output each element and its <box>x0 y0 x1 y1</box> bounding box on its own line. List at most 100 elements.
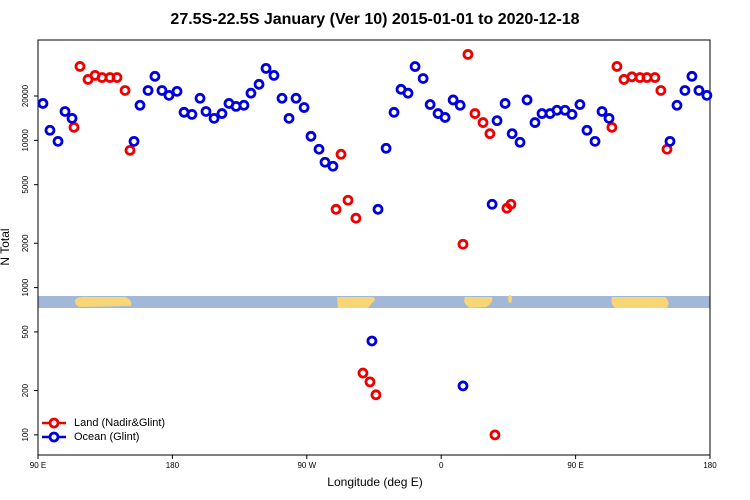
point <box>124 144 136 156</box>
point <box>111 72 123 83</box>
point <box>128 135 140 147</box>
legend-marker <box>48 431 60 443</box>
point <box>330 203 342 215</box>
y-tick-label: 200 <box>21 383 30 397</box>
x-tick-label: 90 E <box>567 461 583 470</box>
y-tick-label: 2000 <box>21 234 30 252</box>
legend-marker <box>48 417 60 429</box>
land-strip <box>337 297 375 308</box>
point <box>566 108 578 120</box>
point <box>200 106 212 117</box>
x-tick-label: 0 <box>439 461 444 470</box>
point <box>305 130 317 142</box>
point <box>370 389 382 401</box>
point <box>327 160 339 172</box>
point <box>693 85 705 96</box>
point <box>409 61 421 72</box>
point <box>506 128 518 140</box>
x-tick-label: 180 <box>166 461 180 470</box>
point <box>260 62 272 74</box>
point <box>603 112 615 124</box>
point <box>701 89 713 101</box>
point <box>268 69 280 81</box>
point <box>52 135 64 147</box>
chart-title: 27.5S-22.5S January (Ver 10) 2015-01-01 … <box>170 11 579 28</box>
point <box>469 108 481 119</box>
point <box>372 203 384 215</box>
point <box>486 198 498 210</box>
plot-frame <box>37 39 711 456</box>
point <box>44 124 56 136</box>
point <box>439 112 451 123</box>
point <box>611 61 623 72</box>
point <box>186 108 198 120</box>
point <box>589 135 601 147</box>
y-tick-label: 20000 <box>21 84 30 107</box>
land-strip <box>74 296 132 307</box>
point <box>119 85 131 96</box>
x-axis-label: Longitude (deg E) <box>327 475 422 489</box>
point <box>424 99 436 110</box>
y-tick-label: 1000 <box>21 278 30 296</box>
point <box>357 367 369 379</box>
point <box>366 335 378 347</box>
point <box>454 99 466 111</box>
point <box>489 429 501 441</box>
point <box>66 112 78 124</box>
point <box>37 98 49 109</box>
x-tick-label: 90 E <box>30 461 46 470</box>
point <box>59 106 71 117</box>
point <box>457 238 469 250</box>
point <box>142 85 154 96</box>
y-tick-label: 500 <box>21 325 30 339</box>
legend-label: Land (Nadir&Glint) <box>74 417 165 429</box>
point <box>208 112 220 124</box>
point <box>484 128 496 140</box>
point <box>581 124 593 136</box>
point <box>342 194 354 206</box>
land-strip <box>508 295 512 303</box>
point <box>364 376 376 388</box>
point <box>606 121 618 133</box>
legend-label: Ocean (Glint) <box>74 431 139 443</box>
point <box>477 117 489 128</box>
point <box>686 70 698 82</box>
point <box>313 143 325 155</box>
point <box>163 89 175 101</box>
point <box>671 99 683 111</box>
point <box>679 85 691 96</box>
point <box>655 85 667 96</box>
x-tick-label: 90 W <box>297 461 316 470</box>
point <box>156 85 168 96</box>
point <box>171 85 183 97</box>
point <box>319 156 331 168</box>
point <box>290 92 302 104</box>
point <box>149 70 161 82</box>
point <box>462 49 474 60</box>
point <box>335 148 347 160</box>
point <box>505 198 517 210</box>
point <box>388 106 400 118</box>
point <box>649 72 661 83</box>
point <box>402 87 414 99</box>
point <box>298 102 310 113</box>
land-strip <box>464 297 493 308</box>
point <box>574 99 586 110</box>
y-axis-label: N Total <box>0 228 12 265</box>
y-tick-label: 5000 <box>21 175 30 193</box>
point <box>74 61 86 72</box>
x-tick-label: 180 <box>703 461 717 470</box>
point <box>664 135 676 147</box>
point <box>350 212 362 224</box>
point <box>521 94 533 106</box>
point <box>514 136 526 148</box>
y-tick-label: 10000 <box>21 129 30 152</box>
y-tick-label: 100 <box>21 428 30 442</box>
point <box>499 98 511 109</box>
point <box>596 106 608 117</box>
point <box>194 92 206 104</box>
point <box>216 108 228 119</box>
map-strip <box>38 295 710 308</box>
point <box>238 99 250 111</box>
